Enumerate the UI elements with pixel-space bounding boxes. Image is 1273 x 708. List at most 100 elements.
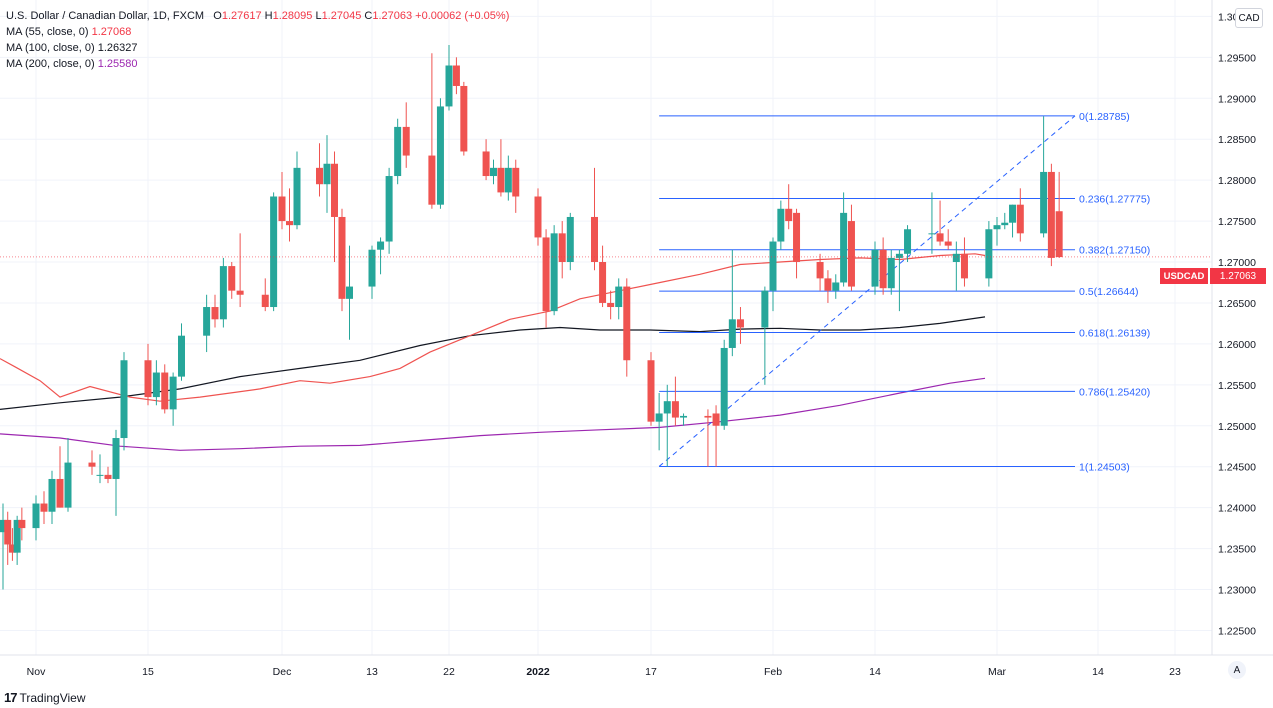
time-tick-label: 14 (1092, 666, 1104, 678)
candle-body (169, 376, 177, 410)
candle-body (96, 474, 104, 476)
legend-ma200[interactable]: MA (200, close, 0) 1.25580 (6, 56, 509, 72)
candle (607, 290, 615, 320)
change-value: +0.00062 (+0.05%) (415, 10, 510, 22)
candle-body (203, 307, 211, 336)
candle (178, 323, 185, 381)
candle (152, 360, 160, 406)
candle-body (769, 241, 777, 291)
candle-body (1001, 222, 1009, 226)
candle (219, 257, 227, 328)
candle (785, 184, 793, 230)
candle (346, 245, 353, 340)
candle-body (871, 249, 879, 287)
candle (270, 192, 278, 312)
candle (497, 139, 505, 197)
price-tick-label: 1.27000 (1218, 257, 1256, 269)
candle-body (436, 106, 444, 205)
candle-body (777, 208, 785, 242)
fib-level-label: 0.236(1.27775) (1079, 194, 1150, 206)
price-tick-label: 1.25000 (1218, 421, 1256, 433)
candle (161, 364, 169, 414)
ma100-label: MA (100, close, 0) (6, 42, 95, 54)
candle (615, 278, 623, 320)
candle (960, 237, 968, 287)
candle (452, 57, 460, 95)
candle-body (542, 237, 550, 312)
fib-level-label: 1(1.24503) (1079, 461, 1130, 473)
candle-body (550, 233, 558, 312)
candle-body (286, 221, 293, 226)
candle-body (152, 372, 160, 398)
candle (394, 118, 402, 185)
candle-body (704, 415, 712, 418)
ma55-value: 1.27068 (91, 26, 132, 38)
auto-scale-button[interactable]: A (1228, 661, 1246, 679)
currency-button[interactable]: CAD (1235, 8, 1263, 28)
price-tick-label: 1.28500 (1218, 134, 1256, 146)
tradingview-brand[interactable]: 17 TradingView (4, 690, 86, 705)
candle (671, 376, 679, 426)
candle (512, 159, 520, 213)
candle-body (599, 262, 607, 303)
candle-body (161, 372, 169, 410)
candle (542, 229, 550, 328)
candle-body (323, 163, 331, 185)
symbol-price-tag: USDCAD (1160, 268, 1208, 284)
candle-body (219, 266, 227, 320)
candle (402, 102, 410, 168)
candle (816, 253, 824, 291)
legend-ma55[interactable]: MA (55, close, 0) 1.27068 (6, 24, 509, 40)
candle (534, 188, 542, 246)
candle-body (48, 478, 56, 512)
candles (0, 45, 1212, 590)
candle (104, 466, 112, 484)
candle (32, 495, 40, 541)
candle (761, 286, 769, 385)
candle (368, 245, 376, 299)
time-tick-label: 23 (1169, 666, 1181, 678)
high-value: 1.28095 (272, 10, 313, 22)
candle-body (18, 519, 26, 529)
time-tick-label: 2022 (526, 666, 550, 678)
legend-ma100[interactable]: MA (100, close, 0) 1.26327 (6, 40, 509, 56)
candle (1009, 204, 1017, 238)
time-tick-label: Feb (764, 666, 782, 678)
candle (490, 159, 497, 185)
candle (169, 372, 177, 426)
candle-body (368, 249, 376, 287)
candle (591, 167, 598, 271)
candle-body (824, 278, 832, 291)
candle (769, 237, 777, 312)
candle-body (558, 233, 566, 262)
candle-body (112, 438, 120, 479)
fib-level-label: 0.618(1.26139) (1079, 327, 1150, 339)
price-tick-label: 1.24500 (1218, 462, 1256, 474)
brand-name: TradingView (19, 690, 86, 705)
candle-body (816, 262, 824, 279)
fib-level-label: 0.382(1.27150) (1079, 245, 1150, 257)
candle-body (4, 519, 12, 545)
time-tick-label: 15 (142, 666, 154, 678)
candle-body (785, 208, 793, 222)
close-value: 1.27063 (372, 10, 413, 22)
candle-body (566, 216, 574, 262)
candle (936, 200, 944, 246)
candle (832, 274, 840, 299)
candle-body (490, 167, 497, 177)
ma200-line (0, 377, 986, 451)
candle (278, 171, 286, 230)
candle (928, 192, 936, 254)
candle-body (452, 65, 460, 86)
candle-body (377, 241, 385, 250)
candle (904, 225, 912, 262)
candle-body (887, 257, 895, 289)
price-tick-label: 1.22500 (1218, 625, 1256, 637)
last-price-tag: 1.27063 (1210, 268, 1266, 284)
close-label: C (364, 10, 373, 22)
price-tick-label: 1.26000 (1218, 339, 1256, 351)
candle-body (270, 196, 278, 308)
moving-averages (0, 253, 986, 451)
ma100-line (0, 316, 986, 410)
